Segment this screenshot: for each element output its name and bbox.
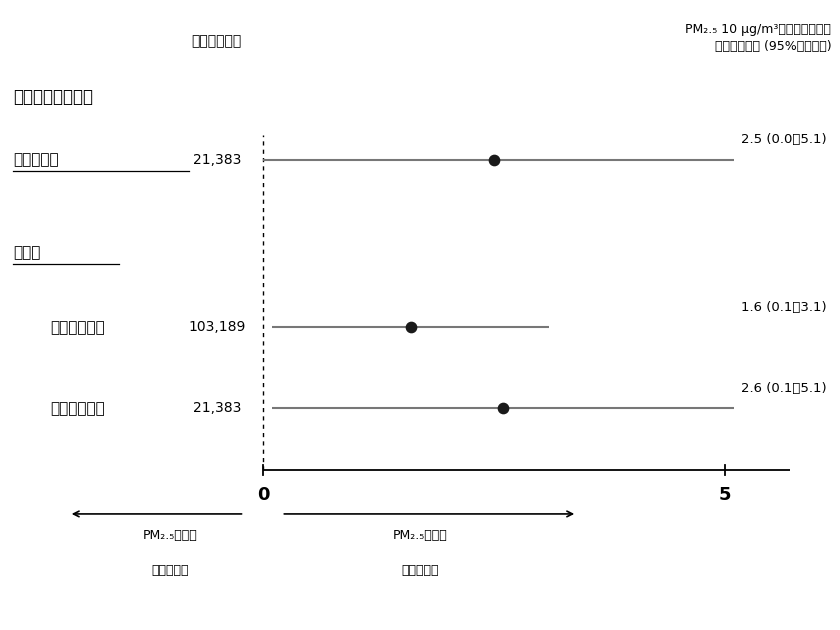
Text: 発現率増加: 発現率増加 bbox=[402, 564, 438, 576]
Text: PM₂.₅による: PM₂.₅による bbox=[143, 529, 198, 542]
Text: 21,383: 21,383 bbox=[192, 401, 241, 415]
Point bbox=[487, 154, 501, 164]
Text: 0: 0 bbox=[257, 486, 269, 504]
Text: 5: 5 bbox=[719, 486, 731, 504]
Text: 発現率減少: 発現率減少 bbox=[152, 564, 189, 576]
Text: 心停止症例数: 心停止症例数 bbox=[192, 35, 242, 49]
Text: マッチング後: マッチング後 bbox=[50, 401, 105, 416]
Point bbox=[496, 403, 510, 413]
Text: 心原性: 心原性 bbox=[13, 245, 41, 260]
Text: PM₂.₅による: PM₂.₅による bbox=[392, 529, 448, 542]
Text: 103,189: 103,189 bbox=[188, 321, 245, 335]
Text: 目撃者あり心停止: 目撃者あり心停止 bbox=[13, 88, 93, 106]
Text: マッチング前: マッチング前 bbox=[50, 320, 105, 335]
Text: 2.5 (0.0～5.1): 2.5 (0.0～5.1) bbox=[741, 133, 827, 146]
Point bbox=[404, 323, 417, 333]
Text: 1.6 (0.1～3.1): 1.6 (0.1～3.1) bbox=[741, 301, 827, 314]
Text: 2.6 (0.1～5.1): 2.6 (0.1～5.1) bbox=[741, 382, 827, 394]
Text: 21,383: 21,383 bbox=[192, 152, 241, 166]
Text: PM₂.₅ 10 μg/m³上昇によるパー
セント増加率 (95%信頼区間): PM₂.₅ 10 μg/m³上昇によるパー セント増加率 (95%信頼区間) bbox=[685, 23, 832, 53]
Text: 呼吸器原性: 呼吸器原性 bbox=[13, 152, 59, 167]
